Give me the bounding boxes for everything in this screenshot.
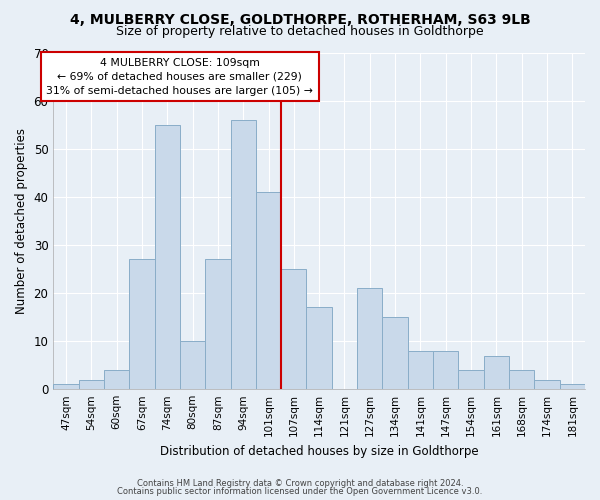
- Text: 4, MULBERRY CLOSE, GOLDTHORPE, ROTHERHAM, S63 9LB: 4, MULBERRY CLOSE, GOLDTHORPE, ROTHERHAM…: [70, 12, 530, 26]
- Bar: [560, 384, 585, 389]
- Bar: [180, 341, 205, 389]
- Bar: [230, 120, 256, 389]
- Y-axis label: Number of detached properties: Number of detached properties: [15, 128, 28, 314]
- Text: Size of property relative to detached houses in Goldthorpe: Size of property relative to detached ho…: [116, 25, 484, 38]
- Bar: [535, 380, 560, 389]
- Bar: [281, 269, 307, 389]
- Bar: [458, 370, 484, 389]
- Bar: [104, 370, 129, 389]
- Bar: [382, 317, 408, 389]
- Bar: [129, 260, 155, 389]
- Bar: [256, 192, 281, 389]
- Bar: [307, 308, 332, 389]
- Text: Contains public sector information licensed under the Open Government Licence v3: Contains public sector information licen…: [118, 487, 482, 496]
- Bar: [484, 356, 509, 389]
- Bar: [53, 384, 79, 389]
- Bar: [509, 370, 535, 389]
- Text: Contains HM Land Registry data © Crown copyright and database right 2024.: Contains HM Land Registry data © Crown c…: [137, 478, 463, 488]
- Bar: [357, 288, 382, 389]
- Bar: [205, 260, 230, 389]
- X-axis label: Distribution of detached houses by size in Goldthorpe: Distribution of detached houses by size …: [160, 444, 478, 458]
- Bar: [433, 350, 458, 389]
- Bar: [408, 350, 433, 389]
- Text: 4 MULBERRY CLOSE: 109sqm
← 69% of detached houses are smaller (229)
31% of semi-: 4 MULBERRY CLOSE: 109sqm ← 69% of detach…: [46, 58, 313, 96]
- Bar: [155, 124, 180, 389]
- Bar: [79, 380, 104, 389]
